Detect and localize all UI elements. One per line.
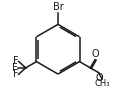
Text: O: O [91,49,99,59]
Text: F: F [13,56,18,66]
Text: F: F [12,63,17,73]
Text: Br: Br [52,2,63,12]
Text: CH₃: CH₃ [94,79,109,88]
Text: O: O [94,73,102,83]
Text: F: F [13,69,18,79]
